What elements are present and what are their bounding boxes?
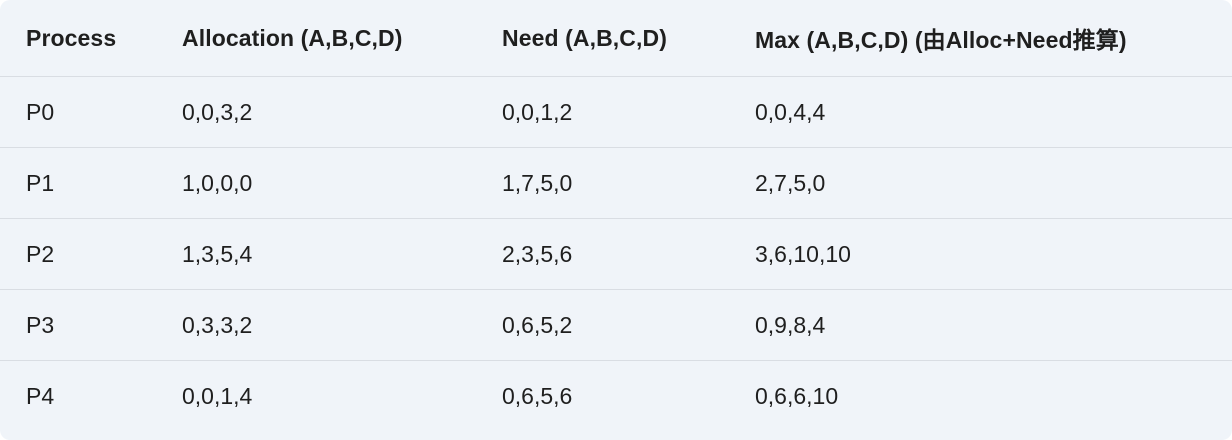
cell-allocation: 0,0,1,4 <box>182 382 253 409</box>
cell-allocation: 1,3,5,4 <box>156 218 476 290</box>
cell-need: 0,0,1,2 <box>476 76 729 148</box>
cell-process: P1 <box>0 147 156 219</box>
cell-process: P0 <box>0 76 156 148</box>
cell-need: 0,6,5,6 <box>502 382 573 409</box>
cell-need: 0,6,5,2 <box>476 289 729 361</box>
table-row: P4 0,0,1,4 0,6,5,6 0,6,6,10 <box>0 361 1232 432</box>
cell-max: 0,0,4,4 <box>729 76 1232 148</box>
header-allocation: Allocation (A,B,C,D) <box>156 0 476 77</box>
cell-allocation: 1,0,0,0 <box>156 147 476 219</box>
cell-max: 2,7,5,0 <box>729 147 1232 219</box>
cell-process: P2 <box>0 218 156 290</box>
header-need: Need (A,B,C,D) <box>476 0 729 77</box>
table-row: P1 1,0,0,0 1,7,5,0 2,7,5,0 <box>0 147 1232 219</box>
table-header-row: Process Allocation (A,B,C,D) Need (A,B,C… <box>0 0 1232 77</box>
cell-process: P3 <box>0 289 156 361</box>
cell-allocation: 0,0,3,2 <box>156 76 476 148</box>
cell-allocation: 0,3,3,2 <box>156 289 476 361</box>
cell-max: 3,6,10,10 <box>729 218 1232 290</box>
table-row: P3 0,3,3,2 0,6,5,2 0,9,8,4 <box>0 289 1232 361</box>
table-row: P2 1,3,5,4 2,3,5,6 3,6,10,10 <box>0 218 1232 290</box>
table-row: P0 0,0,3,2 0,0,1,2 0,0,4,4 <box>0 76 1232 148</box>
cell-process: P4 <box>26 382 55 409</box>
cell-need: 2,3,5,6 <box>476 218 729 290</box>
cell-need: 1,7,5,0 <box>476 147 729 219</box>
header-process: Process <box>0 0 156 77</box>
header-max: Max (A,B,C,D) (由Alloc+Need推算) <box>729 0 1232 77</box>
cell-max: 0,6,6,10 <box>755 382 839 409</box>
cell-max: 0,9,8,4 <box>729 289 1232 361</box>
